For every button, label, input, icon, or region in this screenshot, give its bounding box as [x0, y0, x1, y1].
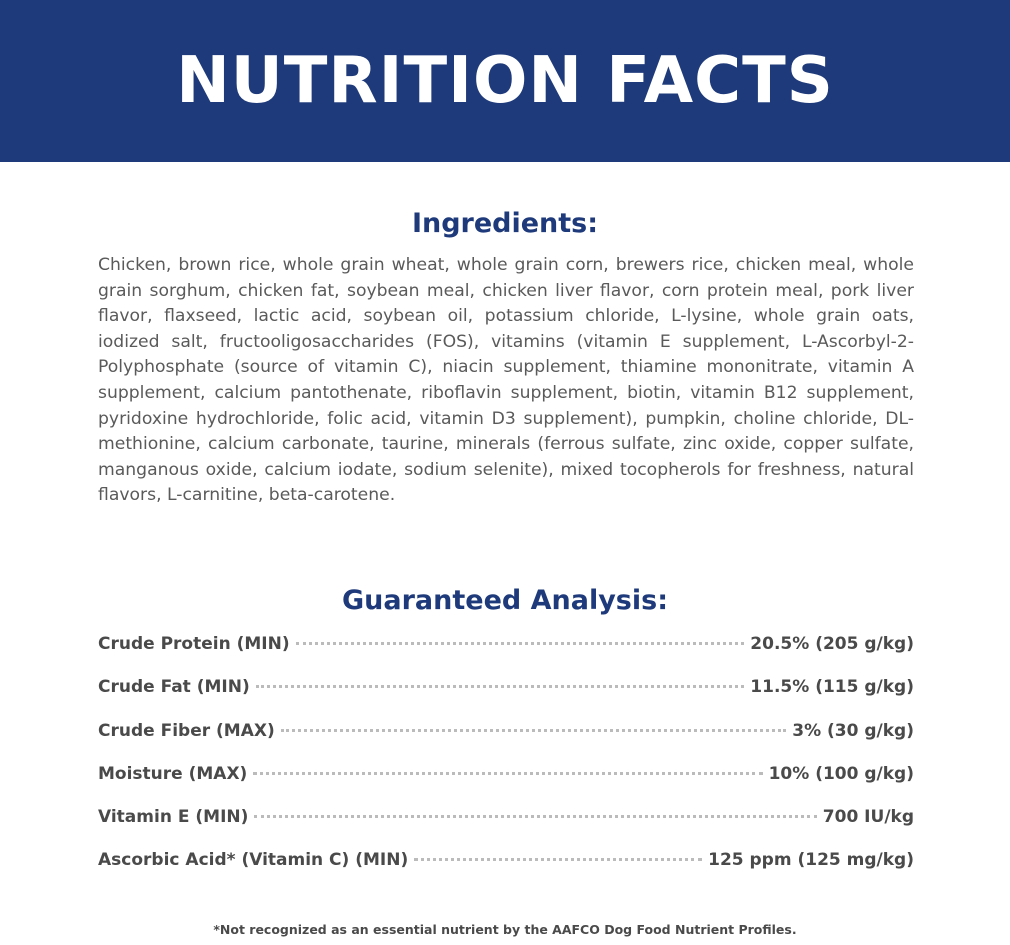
row-value: 125 ppm (125 mg/kg) [708, 850, 914, 871]
analysis-table: Crude Protein (MIN) 20.5% (205 g/kg) Crude… [98, 634, 914, 894]
analysis-row: Crude Fiber (MAX) 3% (30 g/kg) [98, 721, 914, 764]
row-value: 3% (30 g/kg) [792, 720, 914, 741]
row-value: 11.5% (115 g/kg) [750, 677, 914, 698]
dot-leader [280, 728, 787, 732]
row-label: Crude Fat (MIN) [98, 677, 250, 698]
analysis-row: Moisture (MAX) 10% (100 g/kg) [98, 764, 914, 807]
analysis-row: Vitamin E (MIN) 700 IU/kg [98, 807, 914, 850]
analysis-row: Ascorbic Acid* (Vitamin C) (MIN) 125 ppm … [98, 850, 914, 893]
analysis-row: Crude Protein (MIN) 20.5% (205 g/kg) [98, 634, 914, 677]
dot-leader [254, 815, 817, 819]
row-value: 700 IU/kg [822, 807, 914, 828]
row-label: Vitamin E (MIN) [98, 807, 249, 828]
header: NUTRITION FACTS [0, 0, 1010, 162]
ingredients-text: Chicken, brown rice, whole grain wheat, … [98, 255, 914, 506]
footnote: *Not recognized as an essential nutrient… [213, 922, 797, 937]
row-label: Moisture (MAX) [98, 763, 248, 784]
dot-leader [253, 771, 763, 775]
row-label: Crude Protein (MIN) [98, 634, 290, 654]
row-value: 10% (100 g/kg) [768, 763, 914, 784]
row-label: Crude Fiber (MAX) [98, 720, 275, 741]
ingredients-heading: Ingredients: [411, 208, 599, 239]
dot-leader [414, 858, 703, 862]
dot-leader [295, 642, 745, 645]
dot-leader [255, 685, 745, 689]
title: NUTRITION FACTS [176, 44, 834, 118]
analysis-heading: Guaranteed Analysis: [341, 585, 668, 616]
row-label: Ascorbic Acid* (Vitamin C) (MIN) [98, 850, 409, 871]
analysis-row: Crude Fat (MIN) 11.5% (115 g/kg) [98, 677, 914, 720]
row-value: 20.5% (205 g/kg) [750, 634, 914, 654]
